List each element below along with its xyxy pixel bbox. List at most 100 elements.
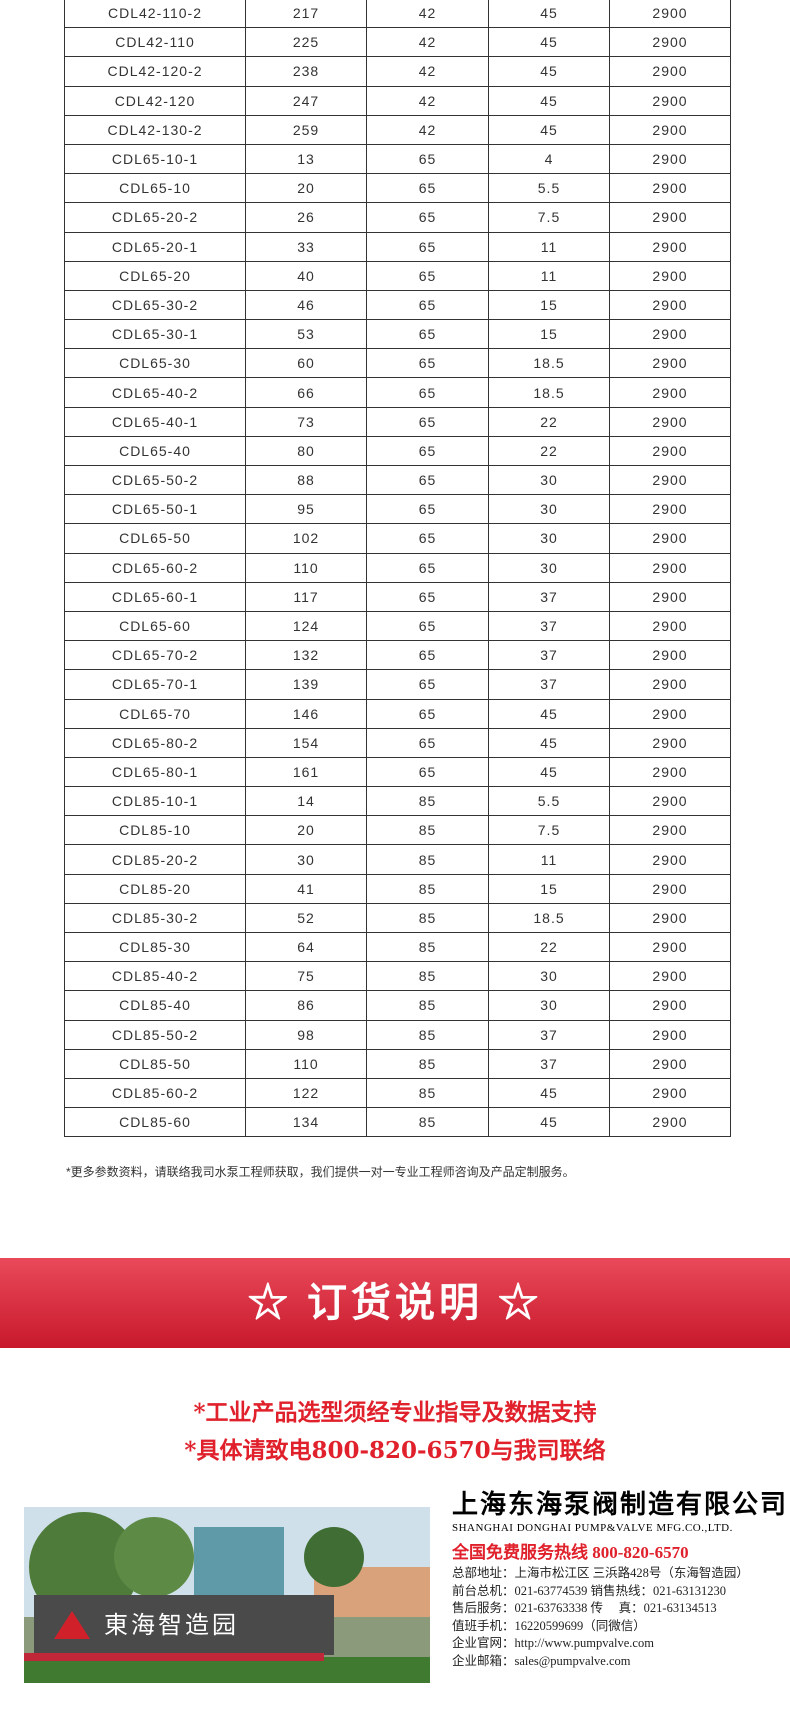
table-cell: 45: [488, 698, 610, 729]
table-cell: 11: [488, 231, 610, 262]
contact-line: 售后服务：021-63763338 传 真：021-63134513: [452, 1601, 717, 1615]
table-cell: 26: [245, 202, 367, 233]
table-cell: 42: [366, 27, 489, 58]
table-cell: CDL65-80-1: [64, 756, 246, 788]
table-cell: 2900: [609, 1077, 731, 1109]
table-cell: CDL42-110: [64, 27, 246, 58]
table-cell: 41: [245, 873, 367, 904]
table-cell: 66: [245, 377, 367, 408]
spec-table: CDL42-110-2 217 42 45 2900 CDL42-110 225 42 45 29…: [64, 0, 731, 1138]
table-cell: 85: [366, 931, 489, 963]
hotline: 全国免费服务热线 800-820-6570: [452, 1543, 689, 1562]
table-row: CDL65-10-1 13 65 4 2900: [64, 143, 731, 175]
table-cell: 85: [366, 786, 489, 817]
table-cell: 65: [366, 464, 489, 496]
table-cell: 45: [488, 56, 610, 87]
table-cell: 65: [366, 260, 489, 291]
table-cell: CDL65-70-2: [64, 640, 246, 671]
table-cell: 65: [366, 348, 489, 379]
table-cell: 30: [488, 990, 610, 1021]
table-cell: 139: [245, 669, 367, 700]
table-cell: 15: [488, 873, 610, 904]
table-row: CDL85-40-2 75 85 30 2900: [64, 961, 731, 992]
table-cell: 86: [245, 990, 367, 1021]
table-cell: CDL65-30-1: [64, 319, 246, 350]
table-cell: CDL85-30-2: [64, 902, 246, 934]
table-row: CDL65-70-2 132 65 37 2900: [64, 640, 731, 671]
table-cell: CDL65-50: [64, 523, 246, 554]
table-cell: 2900: [609, 348, 731, 379]
table-cell: CDL85-20-2: [64, 844, 246, 875]
table-row: CDL65-30 60 65 18.5 2900: [64, 348, 731, 379]
table-cell: 2900: [609, 669, 731, 700]
table-cell: 46: [245, 289, 367, 321]
table-row: CDL65-50-1 95 65 30 2900: [64, 494, 731, 525]
table-cell: 2900: [609, 435, 731, 467]
company-name-en: SHANGHAI DONGHAI PUMP&VALVE MFG.CO.,LTD.: [452, 1522, 733, 1534]
table-cell: 2900: [609, 815, 731, 846]
table-cell: 98: [245, 1019, 367, 1050]
table-row: CDL65-60 124 65 37 2900: [64, 610, 731, 642]
table-cell: 22: [488, 931, 610, 963]
table-cell: 154: [245, 727, 367, 758]
table-cell: CDL65-20: [64, 260, 246, 291]
table-cell: 2900: [609, 260, 731, 291]
table-row: CDL85-20-2 30 85 11 2900: [64, 844, 731, 875]
table-cell: 110: [245, 1048, 367, 1079]
table-cell: 85: [366, 902, 489, 934]
table-cell: 30: [488, 961, 610, 992]
table-cell: 7.5: [488, 815, 610, 846]
table-cell: CDL65-30: [64, 348, 246, 379]
table-cell: 22: [488, 406, 610, 437]
contact-line: 企业官网：http://www.pumpvalve.com: [452, 1636, 654, 1650]
table-cell: CDL65-20-1: [64, 231, 246, 262]
table-cell: CDL85-60-2: [64, 1077, 246, 1109]
table-cell: CDL85-30: [64, 931, 246, 963]
table-row: CDL85-20 41 85 15 2900: [64, 873, 731, 904]
table-row: CDL65-30-1 53 65 15 2900: [64, 319, 731, 350]
table-cell: CDL65-10-1: [64, 143, 246, 175]
photo: 東海智造园: [24, 1507, 430, 1683]
table-cell: 33: [245, 231, 367, 262]
table-cell: CDL65-70: [64, 698, 246, 729]
table-cell: 85: [366, 873, 489, 904]
table-cell: 52: [245, 902, 367, 934]
table-cell: 37: [488, 1019, 610, 1050]
table-cell: 102: [245, 523, 367, 554]
table-cell: 85: [366, 844, 489, 875]
table-cell: 15: [488, 319, 610, 350]
table-row: CDL85-60-2 122 85 45 2900: [64, 1077, 731, 1109]
table-row: CDL65-80-2 154 65 45 2900: [64, 727, 731, 758]
table-row: CDL65-80-1 161 65 45 2900: [64, 756, 731, 788]
table-cell: 2900: [609, 640, 731, 671]
table-row: CDL65-10 20 65 5.5 2900: [64, 173, 731, 204]
table-cell: 53: [245, 319, 367, 350]
table-cell: 2900: [609, 173, 731, 204]
table-cell: 2900: [609, 523, 731, 554]
table-cell: 42: [366, 56, 489, 87]
table-cell: 117: [245, 581, 367, 612]
table-cell: 65: [366, 202, 489, 233]
table-cell: 132: [245, 640, 367, 671]
table-cell: 225: [245, 27, 367, 58]
table-cell: 65: [366, 289, 489, 321]
table-cell: 2900: [609, 289, 731, 321]
note: *更多参数资料，请联络我司水泵工程师获取，我们提供一对一专业工程师咨询及产品定制…: [66, 1165, 575, 1179]
table-cell: 42: [366, 114, 489, 145]
table-row: CDL65-70-1 139 65 37 2900: [64, 669, 731, 700]
table-cell: 45: [488, 1077, 610, 1109]
table-cell: 2900: [609, 56, 731, 87]
table-cell: 37: [488, 581, 610, 612]
table-row: CDL85-10-1 14 85 5.5 2900: [64, 786, 731, 817]
table-cell: 85: [366, 815, 489, 846]
table-cell: 45: [488, 727, 610, 758]
table-cell: 259: [245, 114, 367, 145]
table-row: CDL65-50-2 88 65 30 2900: [64, 464, 731, 496]
table-cell: CDL65-60-1: [64, 581, 246, 612]
table-cell: CDL65-30-2: [64, 289, 246, 321]
table-cell: 2900: [609, 581, 731, 612]
contact-line: 企业邮箱：sales@pumpvalve.com: [452, 1653, 631, 1668]
table-cell: 65: [366, 319, 489, 350]
table-cell: 2900: [609, 1107, 731, 1138]
table-cell: 42: [366, 0, 489, 29]
